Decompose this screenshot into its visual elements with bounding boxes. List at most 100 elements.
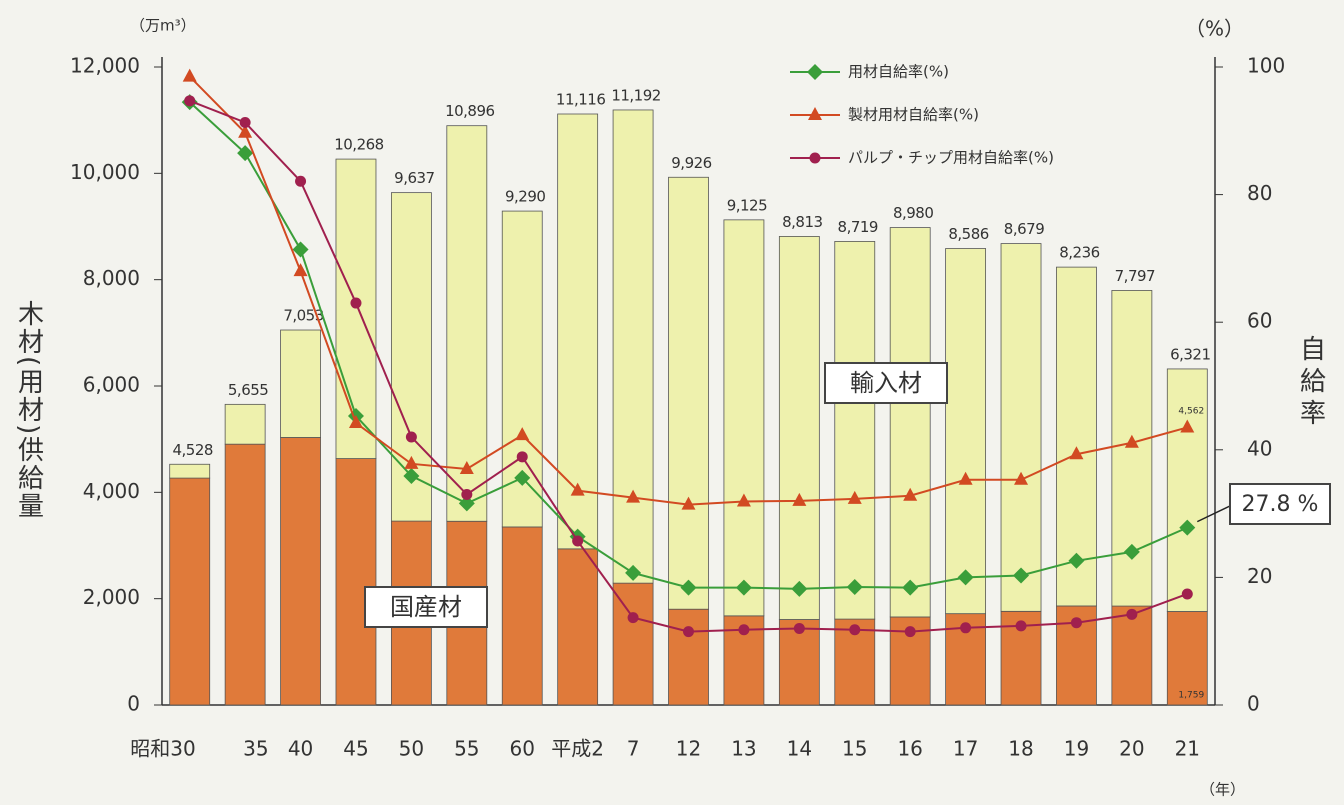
label-box bbox=[824, 362, 948, 404]
line-marker bbox=[184, 95, 196, 107]
line-marker bbox=[1069, 446, 1084, 460]
bar-segment bbox=[834, 241, 876, 620]
line-marker bbox=[1070, 617, 1082, 629]
line-marker bbox=[791, 580, 808, 597]
total-label: 4,528 bbox=[172, 441, 212, 459]
line-marker bbox=[1179, 519, 1196, 536]
line-marker bbox=[681, 496, 696, 510]
bar-segment bbox=[501, 526, 543, 706]
bar-segment bbox=[668, 176, 709, 610]
legend-marker bbox=[809, 152, 821, 164]
line-marker bbox=[1014, 471, 1029, 485]
x-tick-label: 7 bbox=[627, 737, 640, 761]
bar-segment bbox=[1166, 611, 1208, 706]
x-tick-label: 45 bbox=[343, 737, 368, 761]
y-tick-label: 0 bbox=[127, 692, 140, 716]
total-label: 5,655 bbox=[228, 381, 268, 399]
line-marker bbox=[902, 579, 919, 596]
line-marker bbox=[239, 117, 251, 129]
y2-tick-label: 40 bbox=[1247, 436, 1272, 460]
line-marker bbox=[404, 455, 419, 469]
total-label: 9,290 bbox=[505, 188, 545, 206]
line-marker bbox=[1181, 588, 1193, 600]
line-marker bbox=[514, 469, 531, 486]
bar-segment bbox=[280, 329, 321, 438]
label-box bbox=[364, 586, 488, 628]
y2-tick-label: 100 bbox=[1247, 54, 1285, 78]
bar-segment bbox=[224, 403, 266, 445]
bar-segment bbox=[945, 248, 987, 615]
line-marker bbox=[958, 471, 973, 485]
annotation-box bbox=[1229, 483, 1331, 525]
legend-label: 製材用材自給率(%) bbox=[848, 106, 979, 124]
line-marker bbox=[625, 564, 642, 581]
legend-label: 用材自給率(%) bbox=[848, 63, 949, 81]
x-tick-label: 17 bbox=[953, 737, 978, 761]
x-tick-label: 14 bbox=[787, 737, 812, 761]
y-tick-label: 10,000 bbox=[70, 160, 140, 184]
line-marker bbox=[680, 579, 697, 596]
y2-tick-label: 80 bbox=[1247, 181, 1272, 205]
x-tick-label: 40 bbox=[288, 737, 313, 761]
bar-segment bbox=[612, 582, 654, 706]
line-marker bbox=[293, 263, 308, 277]
line-marker bbox=[792, 492, 807, 506]
line-marker bbox=[182, 68, 197, 82]
y2-axis-label: 自給率 bbox=[1296, 335, 1326, 431]
line-marker bbox=[1126, 608, 1138, 620]
bar-segment bbox=[612, 109, 654, 584]
x-tick-label: 13 bbox=[731, 737, 756, 761]
series-label: 国産材 bbox=[390, 593, 462, 621]
bar-segment bbox=[335, 458, 377, 706]
y-unit: （万m³） bbox=[130, 17, 196, 35]
line-marker bbox=[960, 622, 972, 634]
y-axis-label: 木材(用材)供給量 bbox=[14, 300, 44, 520]
total-label: 9,637 bbox=[394, 169, 434, 187]
line-marker bbox=[515, 427, 530, 441]
total-label: 10,896 bbox=[445, 102, 495, 120]
x-tick-label: 12 bbox=[676, 737, 701, 761]
bar-segment bbox=[889, 227, 931, 618]
line-marker bbox=[461, 488, 473, 500]
bar-segment bbox=[446, 125, 488, 522]
x-tick-label: 35 bbox=[243, 737, 268, 761]
line-marker bbox=[1123, 543, 1140, 560]
line-marker bbox=[458, 495, 475, 512]
line-marker bbox=[238, 124, 253, 138]
bar-segment bbox=[1111, 605, 1153, 706]
total-label: 6,321 bbox=[1170, 345, 1210, 363]
bar-segment bbox=[224, 443, 266, 706]
legend-label: パルプ・チップ用材自給率(%) bbox=[848, 149, 1054, 167]
total-label: 8,719 bbox=[838, 218, 878, 236]
bar-segment bbox=[169, 477, 211, 706]
x-tick-label: 15 bbox=[842, 737, 867, 761]
line-marker bbox=[405, 431, 417, 443]
line-marker bbox=[849, 624, 861, 636]
series-label-box: 輸入材 bbox=[824, 362, 948, 404]
x-tick-label: 55 bbox=[454, 737, 479, 761]
total-label: 9,125 bbox=[727, 196, 767, 214]
x-tick-label: 18 bbox=[1008, 737, 1033, 761]
x-tick-label: 20 bbox=[1119, 737, 1144, 761]
line-marker bbox=[572, 535, 584, 547]
line-marker bbox=[348, 415, 363, 429]
bar-segment bbox=[723, 219, 765, 617]
x-tick-label: 昭和30 bbox=[130, 737, 195, 761]
line-marker bbox=[292, 241, 309, 258]
line-marker bbox=[627, 612, 639, 624]
line-marker bbox=[626, 489, 641, 503]
line-marker bbox=[793, 622, 805, 634]
series-label-box: 国産材 bbox=[364, 586, 488, 628]
total-label: 8,980 bbox=[893, 204, 933, 222]
line-marker bbox=[736, 493, 751, 507]
bar-segment bbox=[280, 437, 321, 706]
y-tick-label: 4,000 bbox=[83, 479, 140, 503]
line-marker bbox=[350, 297, 362, 309]
series-label: 輸入材 bbox=[850, 369, 922, 397]
y2-tick-label: 60 bbox=[1247, 309, 1272, 333]
line-marker bbox=[1124, 434, 1139, 448]
total-label: 11,192 bbox=[611, 86, 661, 104]
y2-tick-label: 20 bbox=[1247, 564, 1272, 588]
total-label: 8,586 bbox=[948, 225, 988, 243]
